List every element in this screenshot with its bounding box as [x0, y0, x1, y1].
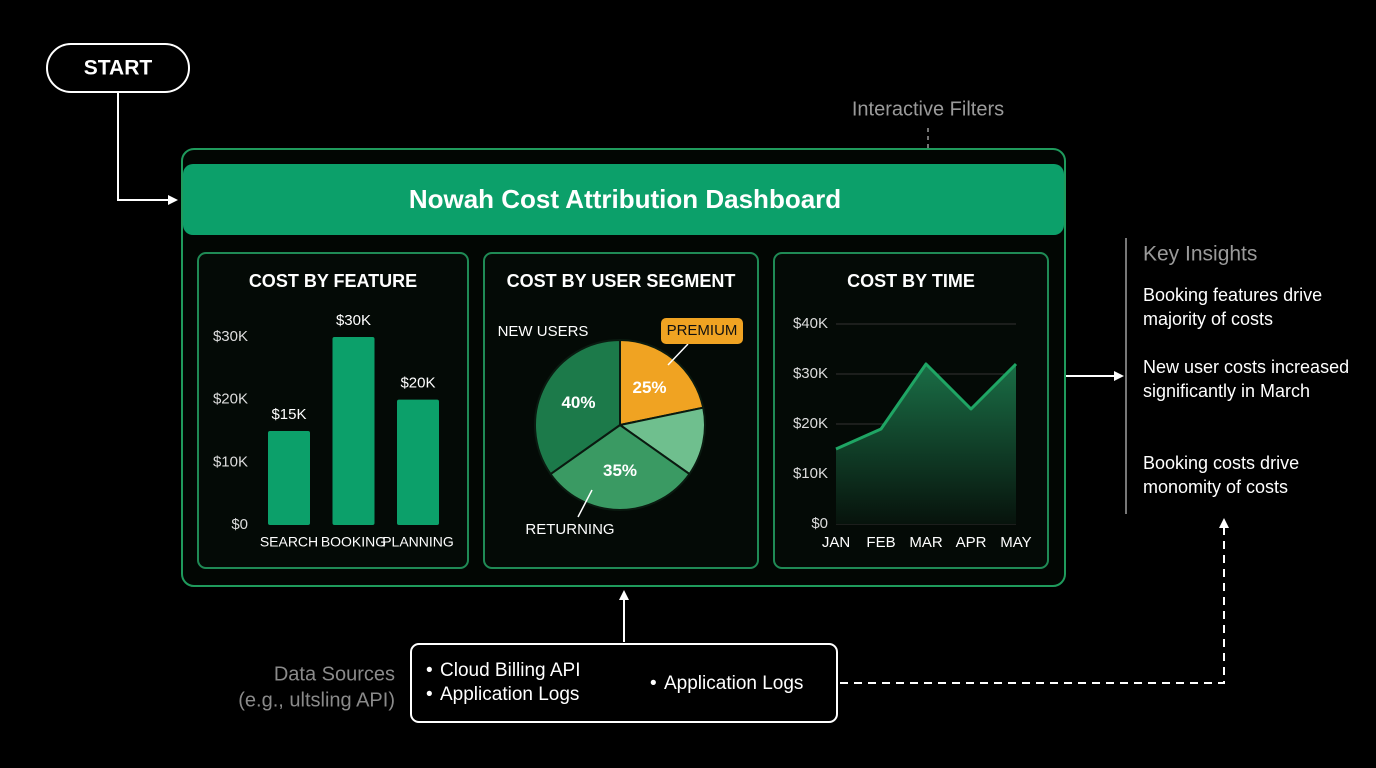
source-item: Application Logs	[664, 673, 803, 694]
sources-label: (e.g., ultsling API)	[238, 689, 395, 711]
leader-line	[667, 343, 689, 366]
segment-label: RETURNING	[525, 521, 614, 538]
x-tick-label: PLANNING	[382, 534, 454, 550]
y-tick-label: $30K	[793, 365, 828, 382]
data-label: 25%	[632, 378, 666, 397]
y-tick-label: $0	[231, 516, 248, 533]
y-tick-label: $10K	[793, 465, 828, 482]
y-tick-label: $20K	[213, 391, 248, 408]
x-tick-label: JAN	[822, 534, 850, 551]
source-item: Cloud Billing API	[440, 660, 580, 681]
data-label: 35%	[603, 461, 637, 480]
start-arrow	[117, 92, 178, 205]
x-tick-label: BOOKING	[321, 534, 386, 550]
y-tick-label: $0	[811, 515, 828, 532]
x-tick-label: APR	[956, 534, 987, 551]
bar	[268, 431, 310, 525]
insight: New user costs increased significantly i…	[1143, 357, 1350, 401]
x-tick-label: MAY	[1000, 534, 1031, 551]
filters-label: Interactive Filters	[852, 98, 1004, 120]
leader-line	[577, 489, 593, 518]
source-item: Application Logs	[440, 684, 579, 705]
x-tick-label: SEARCH	[260, 534, 318, 550]
data-label: $20K	[400, 375, 435, 392]
line	[835, 362, 1018, 451]
insights-title: Key Insights	[1143, 243, 1257, 266]
data-label: $30K	[336, 312, 371, 329]
y-tick-label: $20K	[793, 415, 828, 432]
x-tick-label: MAR	[909, 534, 943, 551]
sources-insights-arrow	[840, 518, 1229, 684]
insight: Booking features drive majority of costs	[1143, 285, 1323, 329]
x-tick-label: FEB	[866, 534, 895, 551]
area	[836, 364, 1016, 524]
insight: Booking costs drive monomity of costs	[1143, 453, 1300, 497]
dashboard-title: Nowah Cost Attribution Dashboard	[409, 184, 841, 214]
data-sources-box	[410, 643, 838, 723]
pie-slice	[617, 406, 706, 476]
dashboard-header	[183, 164, 1064, 235]
label-badge	[661, 318, 743, 344]
bar	[397, 399, 439, 525]
chart-title: COST BY USER SEGMENT	[507, 271, 736, 291]
sources-label: Data Sources	[274, 663, 395, 685]
y-tick-label: $10K	[213, 453, 248, 470]
bar	[332, 337, 375, 525]
data-label: 40%	[561, 393, 595, 412]
bullet: •	[650, 673, 657, 694]
y-tick-label: $40K	[793, 315, 828, 332]
chart-title: COST BY TIME	[847, 271, 975, 291]
pie-slice	[549, 423, 691, 511]
chart-title: COST BY FEATURE	[249, 271, 417, 291]
bullet: •	[426, 684, 433, 705]
bullet: •	[426, 660, 433, 681]
segment-label: NEW USERS	[498, 323, 589, 340]
y-tick-label: $30K	[213, 328, 248, 345]
start-label: START	[84, 57, 153, 80]
data-label: $15K	[271, 406, 306, 423]
pie-slice	[534, 338, 621, 476]
segment-label: PREMIUM	[667, 322, 738, 339]
